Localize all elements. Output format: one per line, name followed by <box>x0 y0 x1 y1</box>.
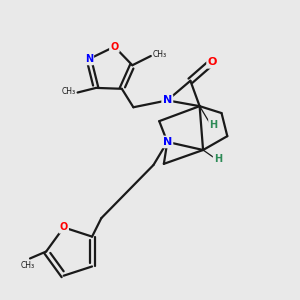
Text: O: O <box>60 222 68 233</box>
Text: H: H <box>209 120 217 130</box>
Text: O: O <box>208 57 217 67</box>
Text: CH₃: CH₃ <box>153 50 167 59</box>
Text: O: O <box>110 42 118 52</box>
Text: CH₃: CH₃ <box>61 87 75 96</box>
Text: N: N <box>163 137 172 147</box>
Text: CH₃: CH₃ <box>21 261 35 270</box>
Text: H: H <box>214 154 222 164</box>
Text: N: N <box>163 95 172 105</box>
Text: N: N <box>85 54 93 64</box>
